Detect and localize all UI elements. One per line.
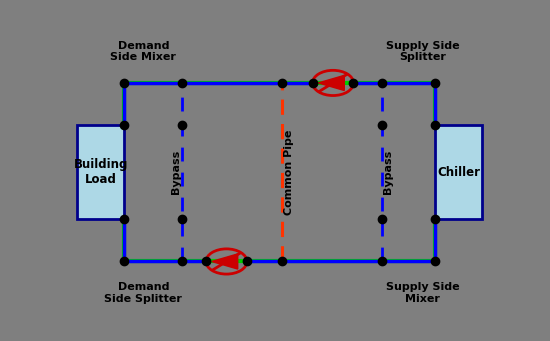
Text: Bypass: Bypass	[171, 150, 181, 194]
Text: Common Pipe: Common Pipe	[284, 130, 294, 215]
Text: Demand
Side Mixer: Demand Side Mixer	[111, 41, 177, 62]
Polygon shape	[318, 75, 344, 90]
FancyBboxPatch shape	[77, 125, 124, 220]
FancyBboxPatch shape	[436, 125, 482, 220]
Text: Building
Load: Building Load	[74, 158, 128, 186]
Text: Supply Side
Splitter: Supply Side Splitter	[386, 41, 459, 62]
Text: Supply Side
Mixer: Supply Side Mixer	[386, 282, 459, 304]
Polygon shape	[212, 254, 238, 269]
Text: Chiller: Chiller	[437, 166, 480, 179]
Text: Demand
Side Splitter: Demand Side Splitter	[104, 282, 182, 304]
Text: Bypass: Bypass	[383, 150, 393, 194]
